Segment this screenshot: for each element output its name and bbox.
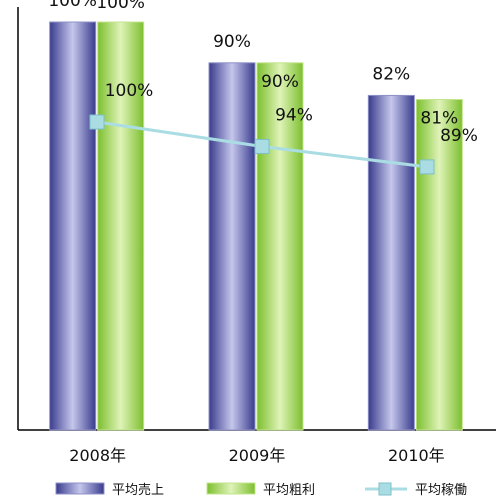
line-point-2 — [419, 159, 435, 175]
data-label: 89% — [440, 126, 478, 146]
bar-profit-2 — [415, 99, 463, 431]
data-label: 90% — [261, 72, 299, 92]
x-tick-label: 2010年 — [388, 446, 445, 465]
legend-swatch-1 — [206, 482, 256, 495]
bar-profit-1 — [256, 62, 304, 431]
line-point-1 — [254, 138, 270, 154]
legend-label: 平均売上 — [112, 482, 164, 497]
data-label: 100% — [105, 81, 154, 101]
data-label: 81% — [420, 109, 458, 129]
data-label: 90% — [213, 32, 251, 52]
legend-swatch-0 — [55, 482, 105, 495]
x-tick-label: 2008年 — [69, 446, 126, 465]
legend-label: 平均粗利 — [263, 483, 315, 497]
legend: 平均売上 平均粗利 平均稼働 — [55, 482, 467, 497]
bar-sales-2 — [367, 94, 415, 431]
bar-sales-0 — [49, 21, 97, 431]
data-label: 82% — [372, 64, 410, 84]
legend-marker-2 — [378, 482, 392, 496]
bar-sales-1 — [208, 62, 256, 431]
line-point-0 — [89, 114, 105, 130]
bar-profit-0 — [97, 21, 145, 431]
x-tick-label: 2009年 — [229, 446, 286, 465]
plot-area: 100% 100%2008年90%90%2009年82%81%2010年100%9… — [17, 0, 496, 465]
data-label: 100% — [48, 0, 97, 11]
data-label: 94% — [275, 105, 313, 125]
data-label: 100% — [96, 0, 145, 13]
legend-label: 平均稼働 — [415, 483, 467, 497]
